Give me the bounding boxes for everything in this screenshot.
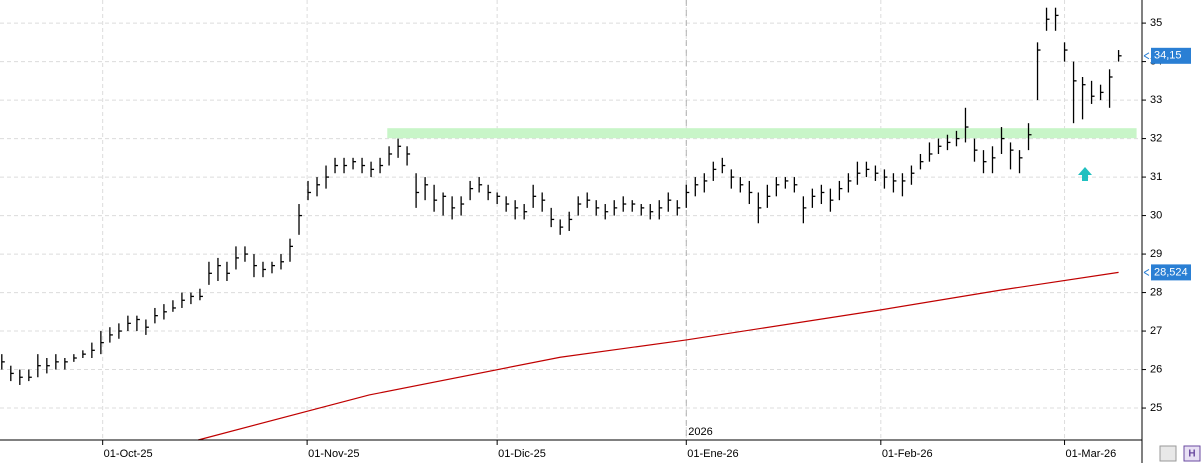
- y-tick-label: 30: [1150, 209, 1162, 221]
- last-price-label-pointer: [1143, 52, 1150, 60]
- toolbar-icon: H: [1188, 449, 1195, 460]
- moving-average: [197, 271, 1119, 441]
- y-tick-label: 32: [1150, 132, 1162, 144]
- x-tick-label: 01-Nov-25: [308, 448, 359, 460]
- y-tick-label: 28: [1150, 286, 1162, 298]
- toolbar-button[interactable]: [1183, 445, 1201, 462]
- y-tick-label: 29: [1150, 248, 1162, 260]
- last-price-label-box: [1151, 47, 1191, 64]
- last-price-label: 34,15: [1154, 50, 1182, 62]
- ma-price-label-box: [1151, 264, 1191, 281]
- x-tick-label: 01-Mar-26: [1066, 448, 1117, 460]
- marks-layer: [1, 7, 1137, 441]
- up-arrow: [1078, 167, 1092, 181]
- support-zone: [387, 128, 1137, 139]
- x-tick-label: 01-Oct-25: [104, 448, 153, 460]
- ma-price-label-pointer: [1143, 268, 1150, 276]
- ma-price-label: 28,524: [1154, 266, 1188, 278]
- y-tick-label: 33: [1150, 94, 1162, 106]
- y-tick-label: 27: [1150, 325, 1162, 337]
- toolbar-button[interactable]: [1159, 445, 1177, 462]
- x-tick-label: 01-Feb-26: [882, 448, 933, 460]
- y-tick-label: 26: [1150, 363, 1162, 375]
- y-tick-label: 31: [1150, 171, 1162, 183]
- year-label: 2026: [688, 426, 712, 438]
- y-tick-label: 35: [1150, 17, 1162, 29]
- y-tick-label: 25: [1150, 402, 1162, 414]
- x-tick-label: 01-Dic-25: [498, 448, 546, 460]
- x-tick-label: 01-Ene-26: [687, 448, 738, 460]
